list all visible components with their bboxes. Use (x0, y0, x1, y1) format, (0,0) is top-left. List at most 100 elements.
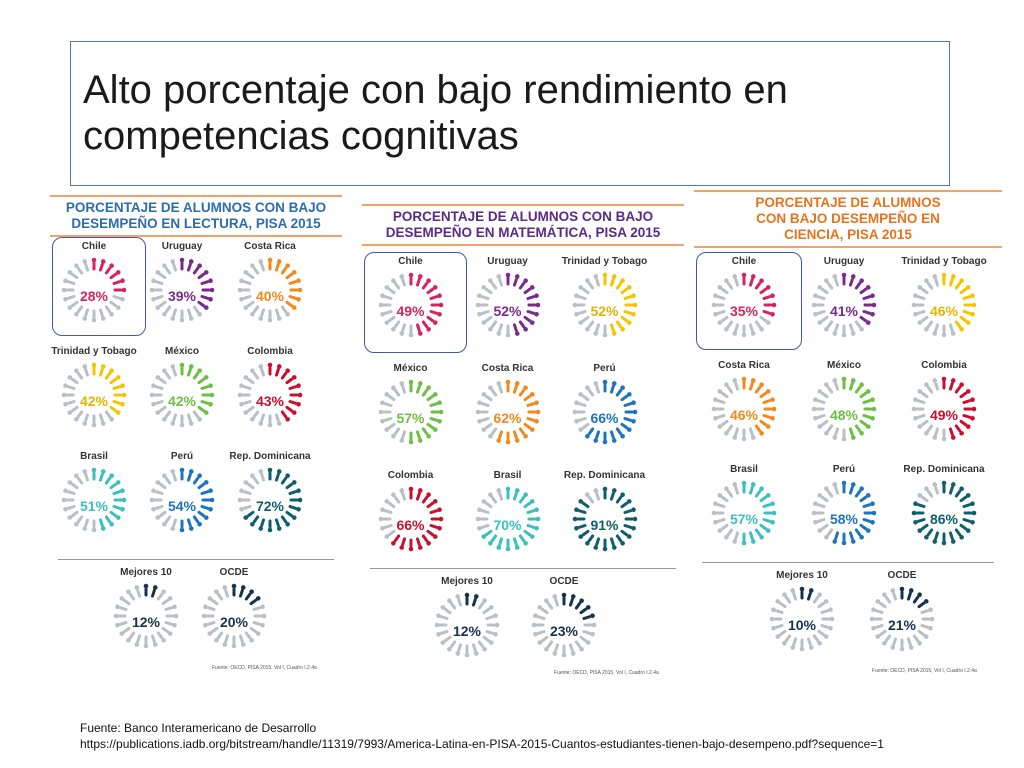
student-figure (948, 378, 956, 391)
student-figure (717, 315, 729, 325)
student-figure (573, 400, 587, 408)
student-figure (518, 534, 528, 546)
student-figure (487, 492, 497, 504)
footer-url[interactable]: https://publications.iadb.org/bitstream/… (80, 737, 884, 751)
student-figure (428, 523, 442, 531)
student-figure (512, 430, 520, 443)
country-name: Trinidad y Tobago (51, 346, 137, 357)
percent-value: 20% (219, 614, 249, 630)
student-figure (859, 493, 871, 503)
student-figure (63, 383, 76, 391)
student-figure (568, 643, 576, 656)
student-figure (574, 640, 584, 652)
student-figure (192, 515, 202, 527)
student-figure (239, 383, 252, 391)
student-figure (577, 315, 590, 325)
student-figure (533, 629, 546, 637)
title-box: Alto porcentaje con bajo rendimiento en … (70, 41, 950, 186)
student-figure (522, 285, 535, 295)
student-figure (165, 613, 179, 619)
student-figure (250, 473, 260, 485)
student-figure (624, 302, 637, 308)
student-figure (609, 274, 617, 287)
student-figure (622, 309, 636, 317)
country-ring-costa-rica: Costa Rica 46% (694, 360, 794, 470)
student-figure (790, 637, 798, 650)
student-figure (476, 507, 490, 515)
student-figure (200, 488, 213, 496)
country-ring-colombia: Colombia 49% (894, 360, 994, 470)
infographic-panel: PORCENTAJE DE ALUMNOS CON BAJO DESEMPEÑO … (50, 195, 342, 677)
student-figure (67, 300, 79, 310)
student-ring (378, 486, 443, 552)
country-ring-ocde: OCDE 21% (852, 570, 952, 680)
country-ring-uruguay: Uruguay 52% (459, 256, 556, 366)
student-figure (724, 528, 734, 540)
student-figure (476, 523, 490, 531)
student-figure (813, 293, 826, 301)
student-figure (379, 507, 393, 515)
student-figure (82, 308, 90, 321)
student-figure (495, 274, 503, 287)
country-ring-rep-dominicana: Rep. Dominicana 91% (556, 470, 653, 580)
student-figure (512, 488, 520, 501)
student-figure (813, 413, 826, 421)
percent-value: 46% (929, 303, 959, 319)
student-ring (61, 257, 127, 323)
student-figure (899, 638, 905, 652)
student-figure (112, 383, 125, 391)
student-figure (214, 589, 224, 601)
student-figure (848, 378, 856, 391)
percent-value: 58% (829, 511, 859, 527)
student-figure (274, 413, 282, 426)
country-ring-m-xico: México 42% (138, 346, 226, 456)
percent-value: 72% (255, 498, 285, 514)
student-figure (813, 397, 826, 405)
student-ring (149, 467, 215, 533)
student-figure (854, 528, 864, 540)
student-figure (762, 413, 775, 421)
student-figure (573, 523, 587, 531)
student-figure (769, 616, 783, 622)
student-figure (932, 531, 940, 544)
student-figure (63, 399, 76, 407)
student-figure (724, 278, 734, 290)
student-figure (533, 613, 546, 621)
student-figure (871, 607, 884, 615)
student-figure (421, 385, 431, 397)
student-figure (480, 529, 493, 539)
student-figure (440, 635, 452, 645)
student-figure (485, 613, 498, 621)
student-figure (383, 499, 396, 509)
student-figure (495, 381, 503, 394)
student-figure (243, 300, 255, 310)
student-figure (280, 473, 290, 485)
student-figure (91, 467, 97, 481)
student-figure (963, 510, 977, 516)
student-figure (243, 510, 255, 520)
country-name: Mejores 10 (120, 567, 172, 578)
panel-source: Fuente: OECD, PISA 2015, Vol I, Cuadro I… (212, 665, 317, 671)
student-figure (390, 534, 400, 546)
student-figure (151, 504, 164, 512)
panel-heading-line: CIENCIA, PISA 2015 (784, 227, 912, 242)
student-figure (155, 375, 167, 385)
student-figure (74, 263, 84, 275)
student-figure (832, 274, 840, 287)
student-figure (408, 538, 413, 552)
country-ring-m-xico: México 57% (362, 363, 459, 473)
student-figure (584, 320, 594, 332)
student-figure (119, 596, 131, 606)
student-figure (192, 473, 202, 485)
student-figure (475, 302, 488, 308)
student-figure (518, 278, 528, 290)
student-figure (741, 324, 747, 338)
student-figure (274, 259, 282, 272)
student-figure (584, 278, 594, 290)
student-figure (203, 604, 216, 612)
country-ring-costa-rica: Costa Rica 40% (226, 241, 314, 351)
student-figure (741, 480, 747, 494)
student-figure (455, 594, 463, 607)
student-figure (63, 294, 76, 302)
country-ring-mejores-10: Mejores 10 10% (752, 570, 852, 680)
